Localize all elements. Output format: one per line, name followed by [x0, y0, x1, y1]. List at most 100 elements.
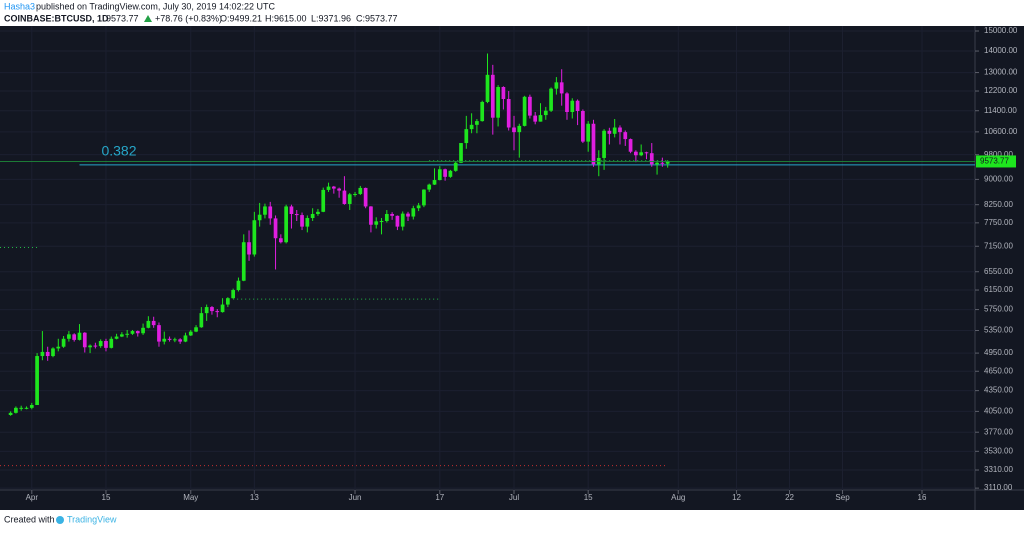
y-tick-label: 4650.00: [984, 366, 1013, 375]
candle-body: [459, 143, 463, 163]
candle-body: [135, 331, 140, 334]
candle-body: [72, 334, 77, 340]
plot-bg: [0, 26, 1024, 510]
x-tick-label: 22: [785, 493, 794, 502]
brand-logo: [56, 516, 64, 524]
candle-body: [220, 304, 225, 313]
y-tick-label: 9000.00: [984, 175, 1013, 184]
open: O:9499.21: [220, 13, 262, 23]
candle-body: [173, 339, 177, 341]
close: C:9573.77: [356, 13, 398, 23]
candle-body: [512, 127, 516, 133]
y-tick-label: 8250.00: [984, 200, 1013, 209]
candle-body: [628, 139, 633, 152]
candle-body: [400, 213, 405, 227]
candle-body: [384, 213, 389, 221]
candle-body: [602, 130, 606, 158]
fib-label: 0.382: [101, 143, 136, 159]
candle-body: [448, 170, 453, 177]
y-tick-label: 5750.00: [984, 305, 1013, 314]
candle-body: [268, 206, 273, 219]
candle-body: [210, 307, 214, 312]
y-tick-label: 4350.00: [984, 386, 1013, 395]
y-tick-label: 3110.00: [984, 483, 1013, 492]
candle-body: [453, 162, 458, 171]
candle-body: [194, 327, 198, 332]
x-tick-label: 13: [250, 493, 259, 502]
candle-body: [427, 184, 432, 190]
candle-body: [294, 213, 299, 216]
candle-body: [490, 74, 495, 118]
y-tick-label: 3770.00: [984, 427, 1013, 436]
header-bg: [0, 0, 1024, 26]
y-tick-label: 5350.00: [984, 326, 1013, 335]
x-tick-label: 17: [435, 493, 444, 502]
candle-body: [61, 338, 66, 347]
x-tick-label: May: [183, 493, 198, 502]
candle-body: [14, 407, 18, 413]
candle-body: [35, 356, 39, 406]
candle-body: [575, 100, 580, 111]
candle-body: [162, 338, 167, 342]
author[interactable]: Hasha3: [4, 1, 35, 11]
x-tick-label: 15: [102, 493, 111, 502]
candle-body: [649, 153, 654, 165]
y-tick-label: 11400.00: [984, 106, 1017, 115]
x-tick-label: Sep: [835, 493, 850, 502]
candle-body: [82, 332, 87, 348]
candle-body: [146, 320, 151, 328]
candle-body: [660, 162, 665, 164]
candle-body: [88, 345, 92, 348]
candle-body: [347, 194, 352, 204]
candle-body: [310, 213, 315, 219]
y-tick-label: 12200.00: [984, 86, 1018, 95]
candle-body: [655, 162, 659, 165]
candle-body: [570, 100, 575, 113]
candle-body: [469, 124, 474, 130]
y-tick-label: 6150.00: [984, 285, 1013, 294]
candle-body: [353, 193, 357, 195]
candle-body: [157, 325, 161, 342]
change: +78.76 (+0.83%): [155, 13, 222, 23]
candle-body: [464, 129, 469, 144]
candle-body: [215, 311, 220, 313]
candle-body: [67, 334, 71, 339]
candle-body: [533, 115, 538, 122]
candle-body: [273, 218, 278, 239]
candle-body: [247, 242, 251, 255]
candle-body: [618, 127, 622, 133]
x-tick-label: 16: [918, 493, 927, 502]
candle-body: [300, 215, 304, 227]
candle-body: [665, 161, 670, 164]
x-tick-label: 15: [584, 493, 593, 502]
candle-body: [543, 110, 548, 116]
candle-body: [252, 220, 257, 255]
candle-body: [559, 82, 564, 94]
candle-body: [565, 93, 569, 113]
candle-body: [363, 187, 368, 207]
candle-body: [623, 132, 628, 140]
low: L:9371.96: [311, 13, 351, 23]
candle-body: [422, 189, 426, 206]
candle-body: [586, 123, 591, 142]
brand[interactable]: TradingView: [67, 514, 117, 524]
candle-body: [104, 341, 108, 348]
candle-body: [506, 98, 511, 128]
plot: 15000.00 14000.00 13000.00 12200.00 11400.00…: [0, 26, 1018, 502]
candle-body: [45, 351, 50, 357]
candle-body: [188, 331, 193, 336]
candle-body: [321, 189, 326, 212]
last-price-box: [976, 155, 1016, 168]
y-tick-label: 14000.00: [984, 46, 1018, 55]
y-tick-label: 13000.00: [984, 68, 1018, 77]
y-tick-label: 7150.00: [984, 241, 1013, 250]
candle-body: [528, 96, 532, 116]
candle-body: [549, 88, 553, 111]
last-price-label: 9573.77: [980, 157, 1009, 166]
candle-body: [120, 334, 124, 337]
candle-body: [225, 298, 230, 305]
candle-body: [496, 87, 500, 118]
candle-body: [522, 96, 527, 126]
candle-body: [591, 123, 596, 165]
